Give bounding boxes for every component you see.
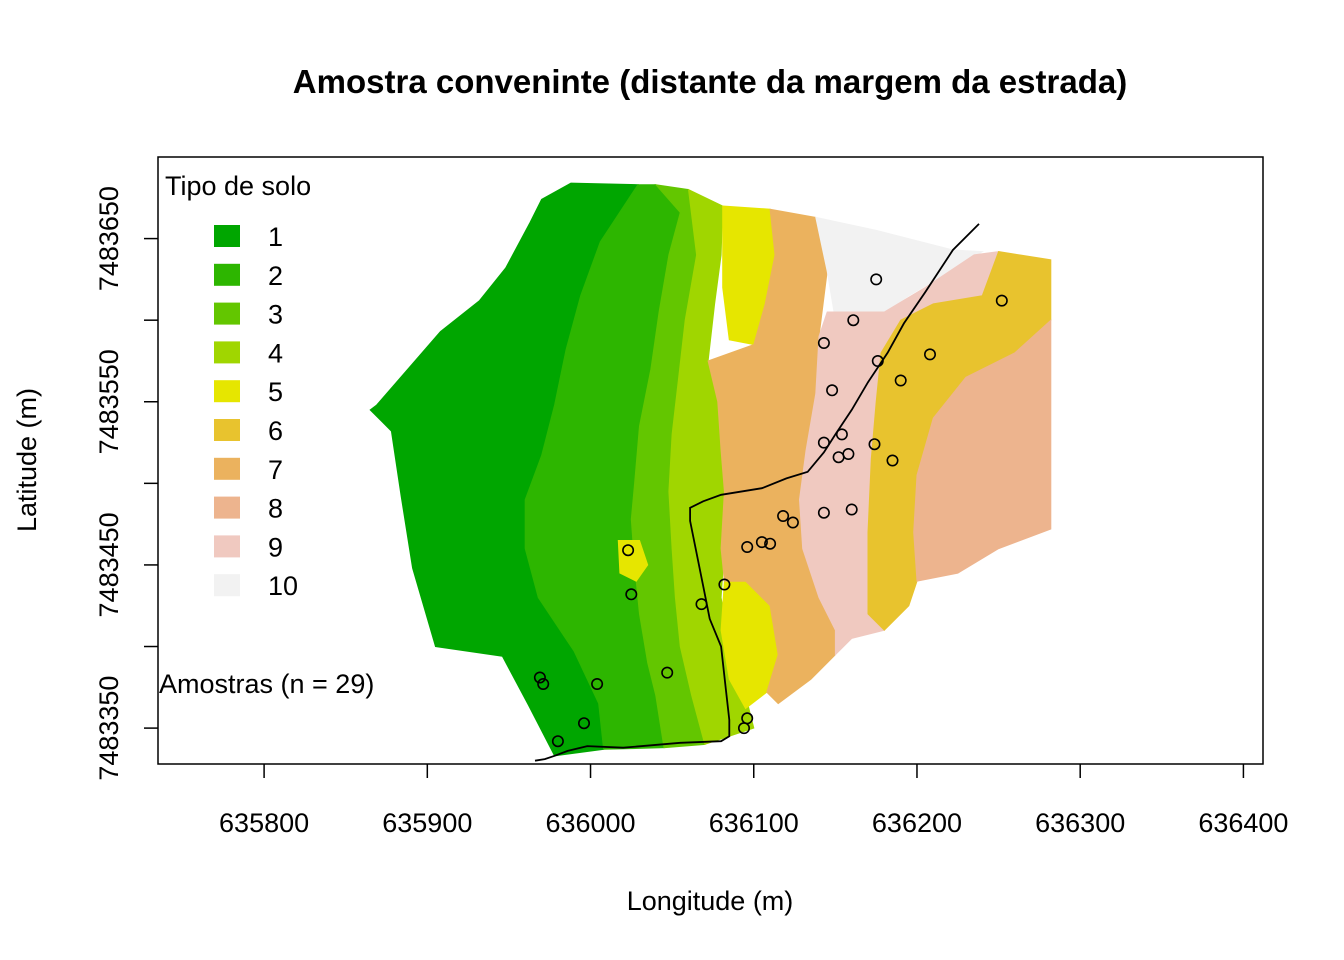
x-tick-label-636400: 636400 xyxy=(1198,808,1288,838)
y-axis-title: Latitude (m) xyxy=(12,388,42,532)
sample-point-4 xyxy=(871,354,884,367)
legend-label-6: 6 xyxy=(268,416,283,446)
soil-raster-layer xyxy=(369,182,1052,757)
legend-swatch-4 xyxy=(214,341,240,364)
sample-point-19 xyxy=(755,536,768,549)
legend-swatch-3 xyxy=(214,302,240,325)
sample-point-7 xyxy=(826,384,839,397)
x-tick-label-635800: 635800 xyxy=(219,808,309,838)
sample-point-27 xyxy=(591,677,604,690)
plot-frame xyxy=(157,156,1264,765)
legend-swatch-1 xyxy=(214,225,240,247)
legend-label-8: 8 xyxy=(268,494,283,524)
soil-region-10-8 xyxy=(815,216,984,321)
sample-point-1 xyxy=(870,273,883,286)
chart-title: Amostra conveninte (distante da margem d… xyxy=(293,63,1127,100)
legend-swatch-9 xyxy=(214,535,240,558)
sample-point-31 xyxy=(551,735,564,748)
x-tick-label-636100: 636100 xyxy=(709,808,799,838)
x-tick-label-636300: 636300 xyxy=(1035,808,1125,838)
legend-swatch-7 xyxy=(214,457,240,480)
x-tick-label-636000: 636000 xyxy=(545,808,635,838)
sample-point-12 xyxy=(832,451,845,464)
sample-point-28 xyxy=(533,671,546,684)
legend-label-3: 3 xyxy=(268,300,283,330)
legend-swatch-8 xyxy=(214,496,240,519)
road-line xyxy=(534,223,980,762)
legend-swatch-5 xyxy=(214,380,240,403)
legend-swatch-10 xyxy=(214,574,240,597)
samples-label: Amostras (n = 29) xyxy=(159,669,374,699)
sample-point-8 xyxy=(894,374,907,387)
y-axis: 7483350 7483450 7483550 7483650 xyxy=(94,186,158,781)
x-tick-label-635900: 635900 xyxy=(382,808,472,838)
sample-point-25 xyxy=(625,588,638,601)
legend-label-9: 9 xyxy=(268,532,283,562)
sample-point-14 xyxy=(886,454,899,467)
sample-point-26 xyxy=(661,666,674,679)
soil-region-8-11 xyxy=(913,319,1052,582)
soil-type-legend: Tipo de solo 1 2 3 4 5 6 7 8 9 10 xyxy=(165,171,311,601)
sample-point-22 xyxy=(718,578,731,591)
y-tick-label-7483350: 7483350 xyxy=(94,676,124,781)
sample-point-3 xyxy=(817,336,830,349)
sample-point-33 xyxy=(737,722,750,735)
sample-point-18 xyxy=(786,516,799,529)
legend-label-1: 1 xyxy=(268,222,283,252)
sample-points-layer xyxy=(533,273,1008,748)
sample-point-21 xyxy=(741,540,754,553)
y-tick-label-7483650: 7483650 xyxy=(94,186,124,291)
sample-point-6 xyxy=(995,294,1008,307)
legend-swatch-2 xyxy=(214,263,240,286)
sample-point-20 xyxy=(764,537,777,550)
sample-point-30 xyxy=(577,717,590,730)
legend-label-10: 10 xyxy=(268,571,298,601)
legend-label-4: 4 xyxy=(268,338,283,368)
sample-point-16 xyxy=(845,503,858,516)
sample-point-10 xyxy=(835,428,848,441)
sample-point-13 xyxy=(868,438,881,451)
x-axis-title: Longitude (m) xyxy=(627,886,794,916)
sample-point-15 xyxy=(817,506,830,519)
sample-point-2 xyxy=(847,314,860,327)
road-layer xyxy=(534,223,980,762)
soil-region-4-3 xyxy=(668,188,755,746)
sample-point-5 xyxy=(923,348,936,361)
sample-point-23 xyxy=(695,598,708,611)
sample-point-17 xyxy=(777,509,790,522)
legend-label-2: 2 xyxy=(268,261,283,291)
sample-point-24 xyxy=(622,544,635,557)
x-axis: 635800 635900 636000 636100 636200 636300 6364… xyxy=(219,764,1288,838)
y-tick-label-7483450: 7483450 xyxy=(94,512,124,617)
legend-label-5: 5 xyxy=(268,377,283,407)
x-tick-label-636200: 636200 xyxy=(872,808,962,838)
sample-point-9 xyxy=(817,436,830,449)
soil-region-5-6 xyxy=(617,540,649,582)
legend-swatch-6 xyxy=(214,419,240,441)
y-tick-label-7483550: 7483550 xyxy=(94,349,124,454)
sample-point-29 xyxy=(537,677,550,690)
legend-label-7: 7 xyxy=(268,455,283,485)
legend-title: Tipo de solo xyxy=(165,171,311,201)
